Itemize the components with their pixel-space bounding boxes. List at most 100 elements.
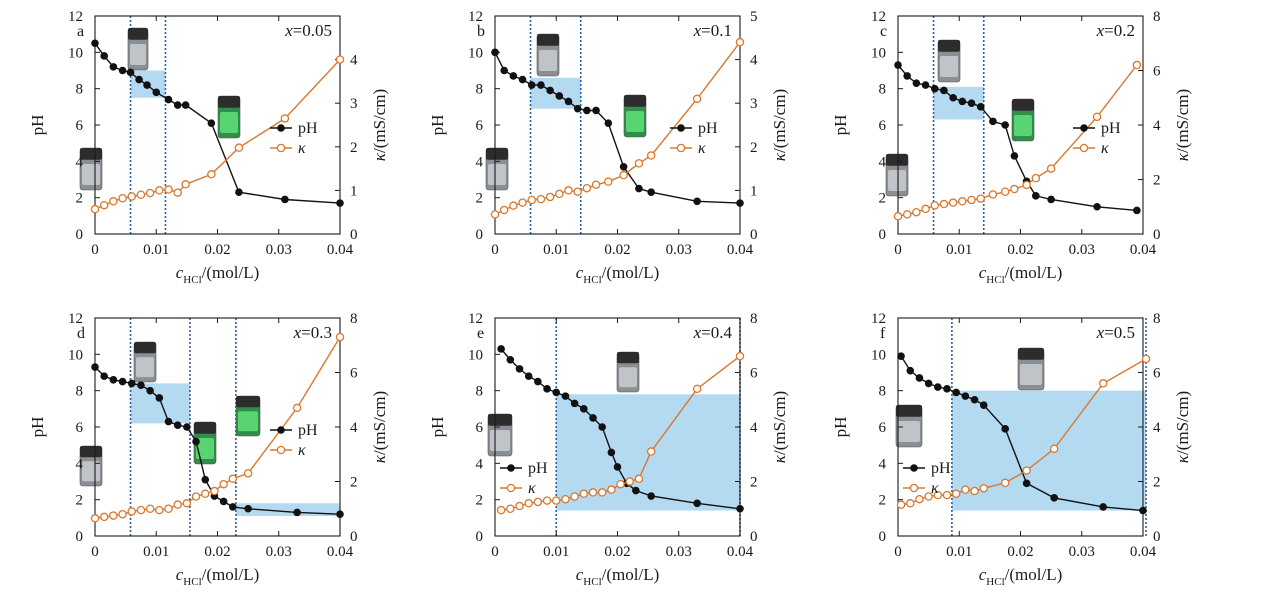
ph-point (736, 199, 744, 207)
ph-point (201, 475, 210, 484)
vial-liquid (626, 110, 644, 132)
kappa-point (1000, 187, 1010, 197)
ph-point (589, 414, 597, 422)
kappa-point (616, 479, 625, 489)
kappa-point (1049, 444, 1059, 454)
ph-point (736, 504, 744, 513)
ph-point (515, 365, 524, 373)
kappa-point (961, 485, 970, 494)
y-tick-label-left: 2 (76, 493, 84, 509)
ph-point (164, 95, 173, 104)
ph-point (693, 499, 701, 508)
kappa-point (933, 490, 943, 500)
y-tick-label-left: 10 (468, 45, 483, 61)
vial-liquid (1020, 363, 1042, 385)
ph-point (173, 101, 182, 109)
panel-d: 0 0.01 0.02 0.03 0.0402468101202468pHκ/(mS/c… (28, 311, 389, 588)
kappa-point (173, 500, 182, 509)
vial-cap (134, 342, 156, 354)
y-tick-label-left: 8 (476, 82, 484, 98)
kappa-point (967, 195, 976, 205)
legend-kappa-label: κ (298, 442, 306, 459)
x-axis-title: cHCl/(mol/L) (979, 263, 1063, 286)
kappa-point (90, 204, 100, 214)
kappa-point (173, 188, 182, 197)
y-tick-label-left: 10 (468, 347, 483, 363)
vial-photo (79, 445, 103, 487)
kappa-point (533, 497, 543, 507)
legend: pH κ (270, 120, 318, 157)
x-tick-label: 0.03 (266, 242, 292, 258)
kappa-point (939, 199, 949, 209)
kappa-point (99, 512, 109, 522)
kappa-point (570, 492, 579, 501)
vial-cap (236, 396, 260, 408)
y-tick-label-right: 4 (350, 420, 358, 436)
x-axis-title-unit: /(mol/L) (1005, 263, 1063, 282)
ph-point (1032, 192, 1040, 200)
y-axis-title-right-symbol: κ (1173, 454, 1192, 463)
x-axis-title-var: c (576, 263, 584, 282)
panel-letter: f (880, 325, 886, 342)
y-tick-label-right: 2 (350, 140, 358, 156)
kappa-point (607, 485, 616, 494)
ph-point (564, 97, 573, 106)
ph-point (903, 72, 911, 80)
y-tick-label-left: 4 (879, 154, 887, 170)
y-axis-title-right-unit: /(mS/cm) (1173, 391, 1192, 455)
legend-ph-marker (507, 464, 515, 472)
ph-point (906, 366, 915, 375)
kappa-point (496, 505, 506, 515)
x-fraction-value: =0.2 (1104, 21, 1135, 40)
ph-point (109, 63, 118, 71)
x-tick-label: 0.04 (1130, 242, 1157, 258)
y-tick-label-left: 0 (476, 529, 484, 545)
ph-point (509, 72, 518, 80)
ph-point (281, 195, 289, 204)
ph-point (619, 162, 628, 171)
kappa-point (582, 183, 592, 193)
ph-point (570, 399, 579, 408)
vial-cap (1012, 99, 1034, 111)
ph-point (336, 199, 344, 207)
kappa-point (182, 499, 192, 508)
x-fraction-label: x=0.4 (693, 323, 733, 342)
vial-cap (624, 95, 646, 107)
kappa-point (99, 200, 109, 210)
vial-photo (536, 33, 560, 77)
x-axis-title-var: c (176, 565, 184, 584)
kappa-point (155, 186, 164, 195)
y-tick-label-right: 3 (350, 96, 358, 112)
y-tick-label-left: 0 (76, 227, 84, 243)
vial-liquid (82, 163, 100, 185)
ph-point (91, 363, 99, 371)
kappa-point (136, 505, 146, 515)
kappa-point (524, 499, 533, 508)
y-tick-label-right: 6 (350, 366, 358, 382)
kappa-point (979, 484, 989, 493)
y-axis-title-right: κ/(mS/cm) (1173, 391, 1192, 463)
x-tick-label: 0.04 (327, 544, 354, 560)
kappa-point (1010, 184, 1019, 194)
legend-kappa-marker (276, 445, 286, 455)
kappa-point (234, 143, 244, 152)
kappa-point (625, 477, 635, 486)
shaded-region (130, 383, 190, 424)
kappa-point (335, 55, 345, 64)
x-axis-title-sub: HCl (183, 576, 201, 588)
y-tick-label-right: 0 (1153, 227, 1161, 243)
x-tick-label: 0.04 (727, 242, 754, 258)
y-tick-label-right: 0 (1153, 529, 1161, 545)
ph-point (894, 61, 902, 69)
legend-ph-marker (277, 426, 285, 434)
kappa-point (588, 488, 598, 497)
kappa-point (561, 494, 570, 504)
kappa-point (902, 210, 912, 219)
ph-point (924, 379, 933, 388)
y-tick-label-left: 4 (476, 456, 484, 472)
legend-kappa-marker (276, 143, 286, 153)
x-axis-title-unit: /(mol/L) (602, 565, 660, 584)
x-axis-title-sub: HCl (583, 274, 601, 286)
legend: pH κ (1073, 120, 1121, 157)
